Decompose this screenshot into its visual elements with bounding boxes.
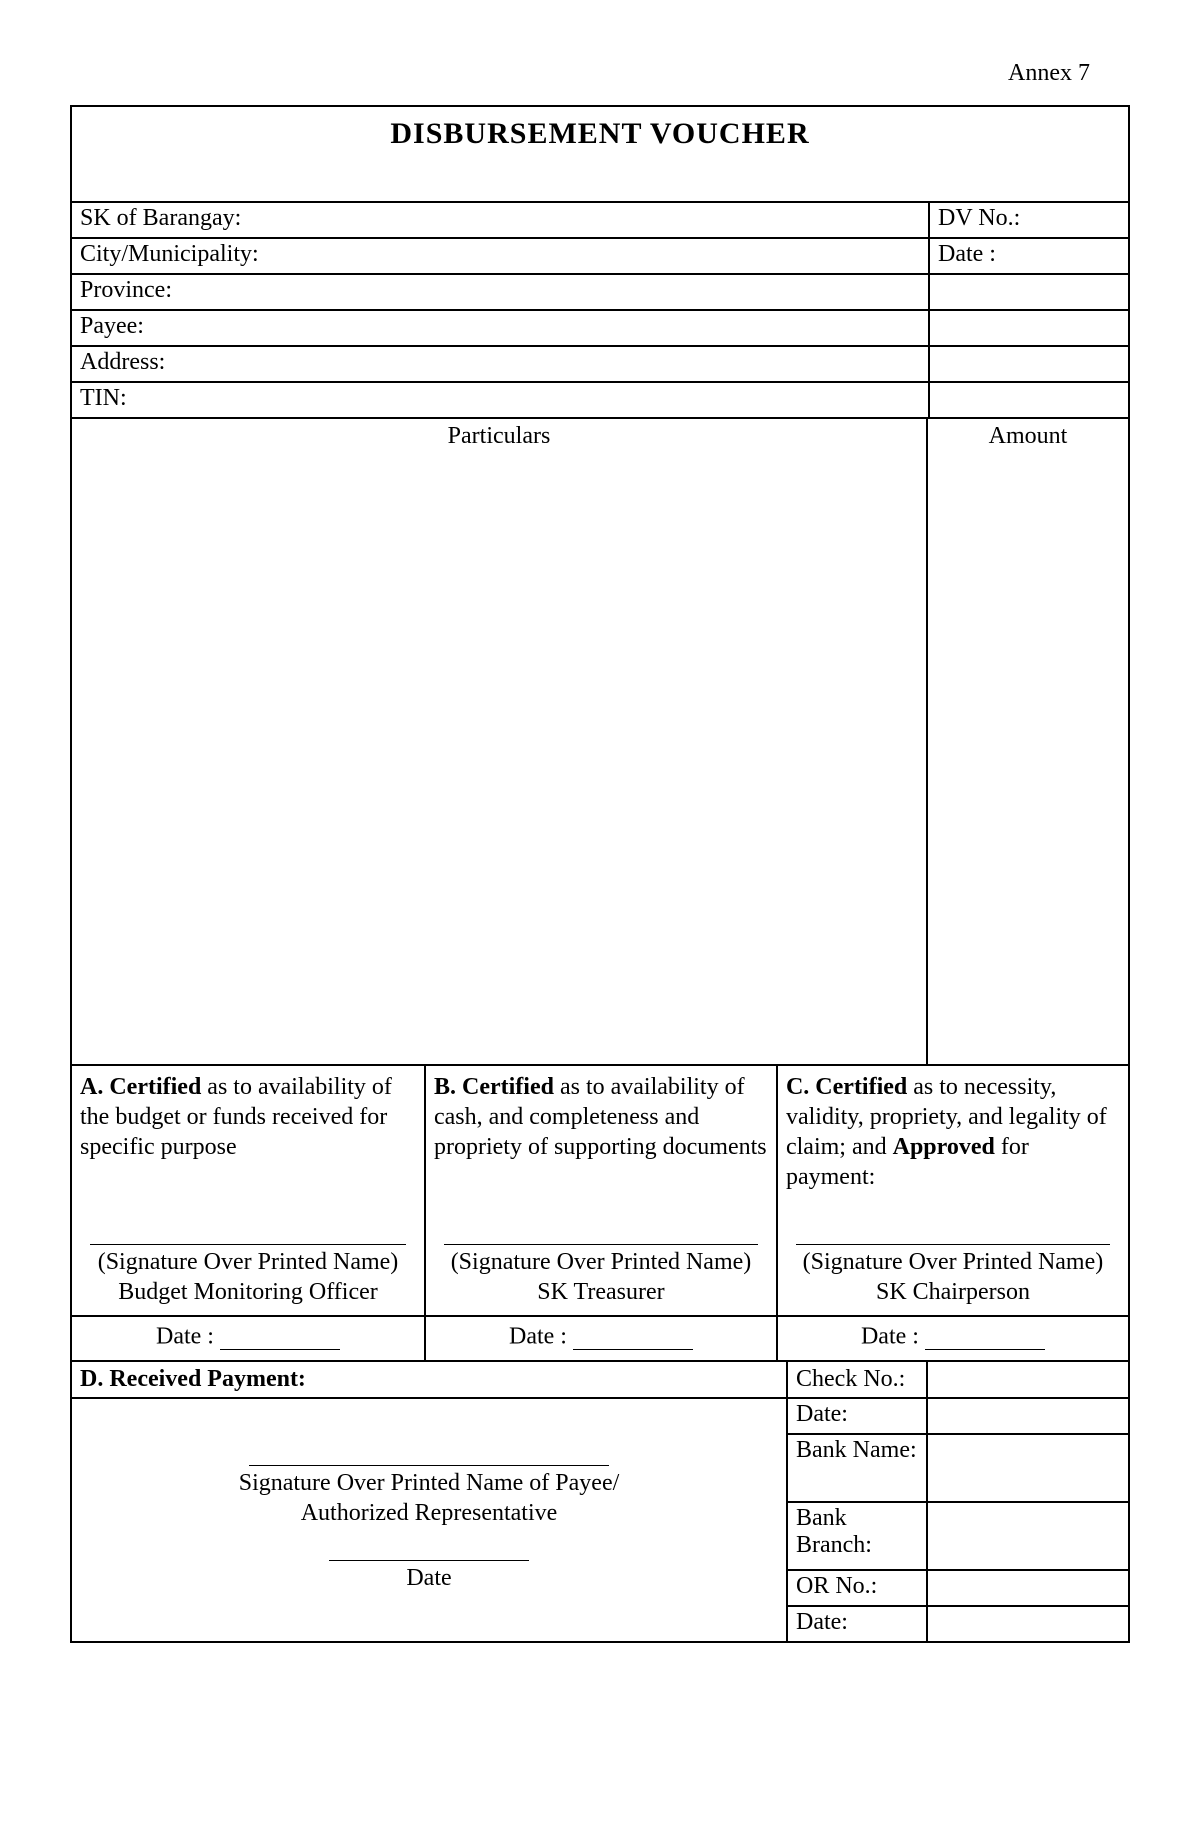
cert-b-date: Date : <box>424 1317 776 1360</box>
cert-a-sigover: (Signature Over Printed Name) <box>98 1249 399 1275</box>
row-bank-branch: Bank Branch: <box>788 1501 1128 1569</box>
value-check-no <box>928 1362 1128 1397</box>
certifications-row: A. Certified as to availability of the b… <box>72 1064 1128 1315</box>
cert-c-bold2: Approved <box>893 1134 995 1160</box>
payee-date-caption: Date <box>406 1561 451 1599</box>
label-address: Address: <box>72 347 928 381</box>
cell-province-right <box>928 275 1128 309</box>
particulars-area <box>72 454 926 1064</box>
row-bank-name: Bank Name: <box>788 1433 1128 1501</box>
cert-a-role: Budget Monitoring Officer <box>118 1279 378 1305</box>
cert-c-date-label: Date : <box>861 1323 925 1349</box>
cert-c-bold1: C. Certified <box>786 1074 907 1100</box>
payee-sig-line1: Signature Over Printed Name of Payee/ <box>239 1470 620 1496</box>
row-or-no: OR No.: <box>788 1569 1128 1605</box>
annex-label: Annex 7 <box>70 60 1130 87</box>
cell-payee-right <box>928 311 1128 345</box>
payee-sig-line2: Authorized Representative <box>301 1500 558 1526</box>
row-province: Province: <box>72 273 1128 309</box>
label-or-no: OR No.: <box>788 1571 928 1605</box>
cert-b-text: B. Certified as to availability of cash,… <box>434 1072 768 1192</box>
cert-b-role: SK Treasurer <box>537 1279 664 1305</box>
section-d-left: Signature Over Printed Name of Payee/ Au… <box>72 1399 786 1641</box>
label-tin: TIN: <box>72 383 928 417</box>
section-d-title: D. Received Payment: <box>72 1362 786 1397</box>
cert-c-role: SK Chairperson <box>876 1279 1030 1305</box>
row-d-date2: Date: <box>788 1605 1128 1641</box>
cell-address-right <box>928 347 1128 381</box>
cert-b-sigover: (Signature Over Printed Name) <box>451 1249 752 1275</box>
cert-c-date-line <box>925 1323 1045 1350</box>
cert-b-bold: B. Certified <box>434 1074 554 1100</box>
cert-b-siglabel: (Signature Over Printed Name) SK Treasur… <box>434 1245 768 1307</box>
cert-a-bold: A. Certified <box>80 1074 201 1100</box>
cert-a-date-line <box>220 1323 340 1350</box>
label-city-municipality: City/Municipality: <box>72 239 928 273</box>
cell-tin-right <box>928 383 1128 417</box>
label-payee: Payee: <box>72 311 928 345</box>
row-payee: Payee: <box>72 309 1128 345</box>
value-bank-name <box>928 1435 1128 1501</box>
label-d-date: Date: <box>788 1399 928 1433</box>
label-bank-name: Bank Name: <box>788 1435 928 1501</box>
cert-a-siglabel: (Signature Over Printed Name) Budget Mon… <box>80 1245 416 1307</box>
cert-date-row: Date : Date : Date : <box>72 1315 1128 1360</box>
disbursement-voucher: DISBURSEMENT VOUCHER SK of Barangay: DV … <box>70 105 1130 1643</box>
cert-b-date-label: Date : <box>509 1323 573 1349</box>
value-bank-branch <box>928 1503 1128 1569</box>
particulars-body <box>72 454 1128 1064</box>
label-province: Province: <box>72 275 928 309</box>
section-d-checkno-row: Check No.: <box>786 1362 1128 1397</box>
particulars-header: Particulars Amount <box>72 417 1128 454</box>
row-d-date: Date: <box>788 1399 1128 1433</box>
label-particulars: Particulars <box>72 419 926 454</box>
section-d-body: Signature Over Printed Name of Payee/ Au… <box>72 1397 1128 1641</box>
cert-b: B. Certified as to availability of cash,… <box>424 1066 776 1315</box>
cert-c-date: Date : <box>776 1317 1128 1360</box>
voucher-title: DISBURSEMENT VOUCHER <box>72 107 1128 201</box>
label-d-date2: Date: <box>788 1607 928 1641</box>
row-address: Address: <box>72 345 1128 381</box>
label-bank-branch: Bank Branch: <box>788 1503 928 1569</box>
label-dv-no: DV No.: <box>928 203 1128 237</box>
label-check-no: Check No.: <box>788 1362 928 1397</box>
cert-c-siglabel: (Signature Over Printed Name) SK Chairpe… <box>786 1245 1120 1307</box>
page: Annex 7 DISBURSEMENT VOUCHER SK of Baran… <box>0 0 1200 1835</box>
label-sk-barangay: SK of Barangay: <box>72 203 928 237</box>
section-d-right: Date: Bank Name: Bank Branch: OR No.: Da… <box>786 1399 1128 1641</box>
cert-c-text: C. Certified as to necessity, validity, … <box>786 1072 1120 1192</box>
cert-a-date: Date : <box>72 1317 424 1360</box>
payee-signature-caption: Signature Over Printed Name of Payee/ Au… <box>239 1466 620 1534</box>
value-d-date <box>928 1399 1128 1433</box>
cert-c: C. Certified as to necessity, validity, … <box>776 1066 1128 1315</box>
cert-a: A. Certified as to availability of the b… <box>72 1066 424 1315</box>
row-tin: TIN: <box>72 381 1128 417</box>
cert-c-sigover: (Signature Over Printed Name) <box>803 1249 1104 1275</box>
cert-a-text: A. Certified as to availability of the b… <box>80 1072 416 1192</box>
row-city-date: City/Municipality: Date : <box>72 237 1128 273</box>
amount-area <box>926 454 1128 1064</box>
label-amount: Amount <box>926 419 1128 454</box>
section-d-header: D. Received Payment: Check No.: <box>72 1360 1128 1397</box>
value-or-no <box>928 1571 1128 1605</box>
label-date: Date : <box>928 239 1128 273</box>
cert-b-date-line <box>573 1323 693 1350</box>
value-d-date2 <box>928 1607 1128 1641</box>
cert-a-date-label: Date : <box>156 1323 220 1349</box>
row-sk-dv: SK of Barangay: DV No.: <box>72 201 1128 237</box>
